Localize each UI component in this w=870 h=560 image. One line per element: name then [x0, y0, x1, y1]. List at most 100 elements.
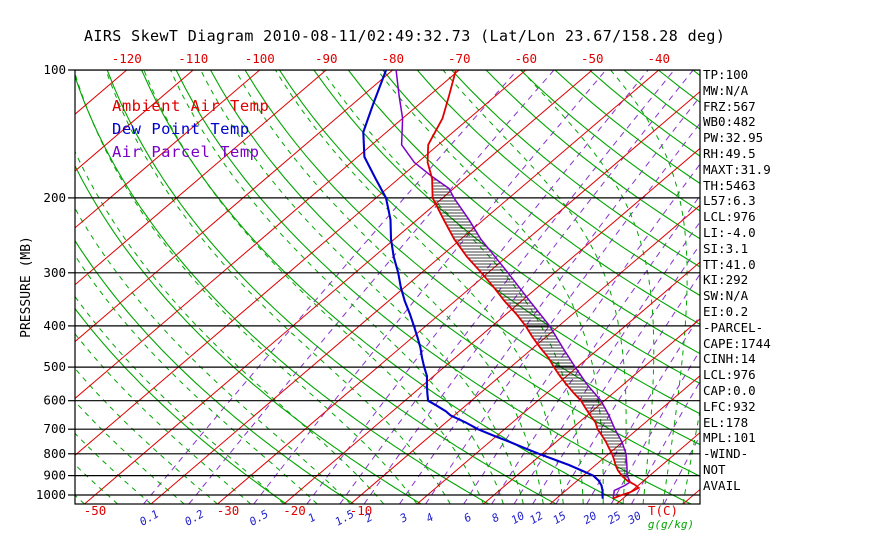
plot-border [74, 69, 701, 505]
moist-adiabat-line [682, 70, 700, 505]
stats-line: EI:0.2 [703, 303, 749, 319]
stats-line: MAXT:31.9 [703, 161, 771, 177]
mixing-ratio-line [188, 70, 555, 505]
bottom-temp-tick-label: -20 [283, 503, 306, 518]
stats-line: LCL:976 [703, 367, 756, 383]
bottom-temp-tick-label: -30 [217, 503, 240, 518]
moist-adiabat-line [234, 70, 544, 505]
mixing-ratio-label: 0.5 [247, 507, 271, 528]
mixing-ratio-line [143, 70, 518, 505]
dry-adiabat-line [75, 307, 287, 505]
dry-adiabat-line [175, 70, 692, 505]
mixing-ratio-line [555, 273, 700, 505]
cape-hatch [431, 176, 630, 481]
moist-adiabat-line [75, 494, 85, 505]
top-temp-tick-label: -70 [448, 51, 471, 66]
moist-adiabat-line [170, 70, 504, 505]
moist-adiabat-line [75, 150, 385, 505]
dry-adiabat-line [451, 70, 700, 268]
top-temp-tick-label: -90 [315, 51, 338, 66]
stats-panel: TP:100 MW:N/A FRZ:567 WB0:482 PW:32.95 RH:49.… [703, 67, 771, 494]
moist-adiabat-line [75, 71, 418, 505]
isotherm-line [150, 70, 660, 505]
mixing-unit-label: g(g/kg) [648, 518, 694, 531]
stats-line: SI:3.1 [703, 240, 749, 256]
pressure-tick-label: 800 [43, 446, 66, 461]
moist-adiabat-line [610, 70, 688, 505]
chart-title: AIRS SkewT Diagram 2010-08-11/02:49:32.7… [84, 27, 726, 45]
isotherm-line [75, 70, 327, 286]
mixing-ratio-label: 6 [462, 510, 475, 525]
dry-adiabat-line [485, 70, 700, 240]
mixing-ratio-label: 30 [625, 509, 644, 528]
mixing-ratio-line [663, 434, 700, 505]
stats-line: L57:6.3 [703, 193, 756, 209]
stats-line: PW:32.95 [703, 130, 764, 146]
stats-line: CAP:0.0 [703, 382, 756, 398]
isotherm-line [75, 70, 194, 172]
dry-adiabat-line [75, 239, 355, 505]
dry-adiabat-line [278, 70, 700, 415]
mixing-ratio-line [339, 70, 675, 505]
mixing-ratio-line [399, 95, 700, 505]
moist-adiabat-line [75, 367, 218, 505]
mixing-ratio-label: 12 [527, 509, 545, 527]
pressure-axis-title: PRESSURE (MB) [19, 236, 34, 338]
dry-adiabat-line [106, 70, 557, 505]
top-temp-tick-label: -40 [647, 51, 670, 66]
dry-adiabat-line [347, 70, 700, 355]
legend-item-3: Air Parcel Temp [112, 143, 260, 161]
stats-line: CAPE:1744 [703, 335, 771, 351]
moist-adiabat-line [143, 70, 484, 505]
bottom-temp-tick-label: -10 [350, 503, 373, 518]
isotherm-line [217, 90, 700, 505]
mixing-ratio-label: 20 [581, 509, 599, 527]
dry-adiabat-line [75, 164, 422, 505]
mixing-ratio-line [532, 243, 700, 505]
moist-adiabat-line [274, 70, 564, 505]
isotherm-line [75, 70, 527, 456]
background-grid [0, 70, 700, 505]
stats-line: NOT [703, 461, 726, 477]
ambient-temp-curve [426, 70, 641, 500]
mixing-ratio-line [513, 221, 700, 505]
parcel-temp-curve [395, 70, 632, 498]
pressure-tick-label: 400 [43, 318, 66, 333]
mixing-ratio-label: 0.2 [183, 507, 207, 528]
stats-line: AVAIL [703, 477, 741, 493]
mixing-ratio-label: 15 [551, 509, 569, 527]
legend: Ambient Air Temp Dew Point Temp Air Parcel… [112, 95, 269, 164]
moist-adiabat-line [200, 70, 524, 505]
isotherm-line [84, 70, 593, 505]
pressure-tick-label: 300 [43, 265, 66, 280]
mixing-ratio-line [425, 122, 700, 505]
dry-adiabat-line [313, 70, 700, 385]
stats-line: -WIND- [703, 446, 749, 462]
mixing-ratio-label: 0.1 [137, 507, 161, 528]
isotherm-line [75, 70, 394, 343]
mixing-ratio-line [253, 70, 607, 505]
moist-adiabat-line [75, 463, 119, 505]
top-temp-tick-label: -50 [581, 51, 604, 66]
isotherm-line [75, 70, 460, 400]
moist-adiabat-line [0, 70, 18, 504]
stats-line: FRZ:567 [703, 98, 756, 114]
mixing-ratio-line [586, 314, 700, 505]
bottom-temp-tick-label: -50 [84, 503, 107, 518]
moist-adiabat-line [520, 70, 655, 505]
stats-line: WB0:482 [703, 114, 756, 130]
isotherm-line [283, 147, 700, 505]
dry-adiabat-line [75, 74, 489, 505]
mixing-ratio-label: 8 [490, 510, 503, 525]
mixing-ratio-line [610, 349, 700, 505]
moist-adiabat-line [377, 70, 604, 504]
mixing-ratio-label: 4 [424, 511, 436, 526]
pressure-tick-label: 500 [43, 359, 66, 374]
moist-adiabat-line [442, 70, 627, 505]
pressure-tick-label: 700 [43, 421, 66, 436]
pressure-tick-label: 900 [43, 468, 66, 483]
isotherm-line [483, 318, 700, 505]
stats-line: CINH:14 [703, 351, 756, 367]
dry-adiabat-line [210, 70, 700, 477]
